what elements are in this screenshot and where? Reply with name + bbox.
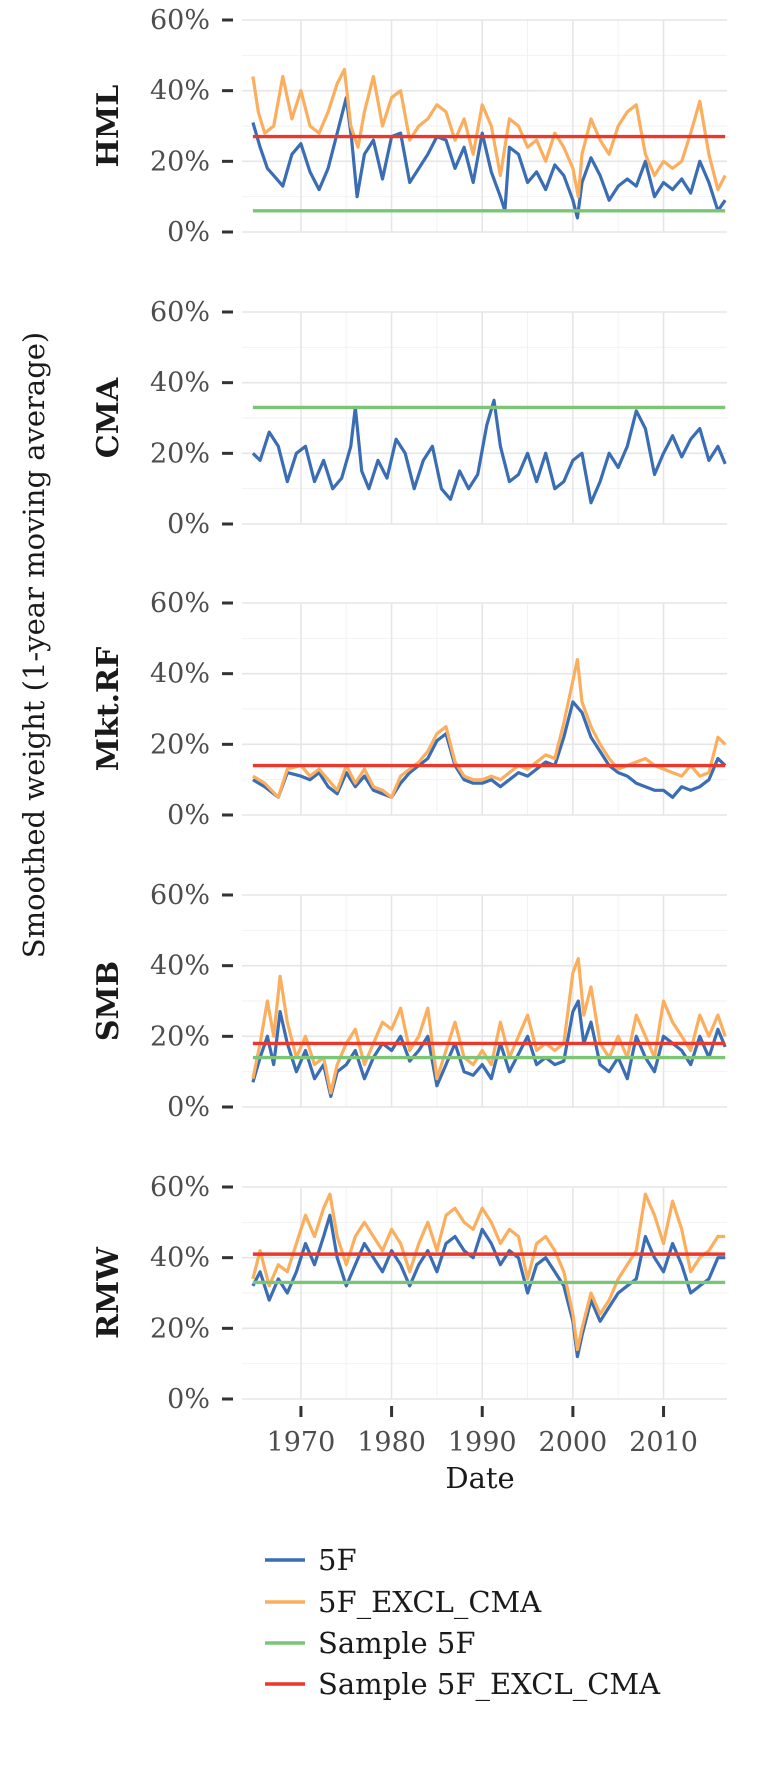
panel-label: HML xyxy=(91,85,126,168)
legend-label: 5F xyxy=(318,1543,357,1577)
y-tick-label: 0% xyxy=(167,217,210,248)
panel-hml: 0% 20% 40% 60% HML xyxy=(91,5,727,248)
panel-smb: 0% 20% 40% 60% SMB xyxy=(91,880,727,1123)
legend-label: Sample 5F_EXCL_CMA xyxy=(318,1667,661,1702)
y-tick-label: 60% xyxy=(150,5,210,36)
panel-label: Mkt.RF xyxy=(91,647,126,772)
legend-item: Sample 5F xyxy=(265,1626,475,1660)
legend-item: 5F_EXCL_CMA xyxy=(265,1585,542,1620)
y-tick-label: 20% xyxy=(150,146,210,177)
x-axis: 1970 1980 1990 2000 2010 xyxy=(267,1406,698,1458)
y-tick-label: 60% xyxy=(150,1172,210,1203)
y-tick-label: 20% xyxy=(150,729,210,760)
y-tick-label: 60% xyxy=(150,588,210,619)
panel-label: CMA xyxy=(91,377,126,458)
panel-cma: 0% 20% 40% 60% CMA xyxy=(91,297,727,540)
y-tick-label: 20% xyxy=(150,438,210,469)
series-line-5f xyxy=(252,700,727,799)
y-axis-title: Smoothed weight (1-year moving average) xyxy=(17,332,51,959)
panel-label: RMW xyxy=(91,1246,126,1339)
panel-label: SMB xyxy=(91,961,126,1041)
x-axis-title: Date xyxy=(445,1461,514,1495)
series-line-5f-excl-cma xyxy=(251,67,727,199)
y-tick-label: 0% xyxy=(167,1092,210,1123)
y-tick-label: 60% xyxy=(150,880,210,911)
y-tick-label: 60% xyxy=(150,297,210,328)
y-tick-label: 40% xyxy=(150,76,210,107)
y-tick-label: 0% xyxy=(167,800,210,831)
y-tick-label: 20% xyxy=(150,1021,210,1052)
series-line-5f xyxy=(251,1213,726,1359)
legend-item: 5F xyxy=(265,1543,357,1577)
x-tick-label: 2000 xyxy=(539,1427,608,1458)
y-tick-label: 20% xyxy=(150,1313,210,1344)
y-tick-label: 40% xyxy=(150,1243,210,1274)
x-tick-label: 1980 xyxy=(357,1427,426,1458)
panels: 0% 20% 40% 60% HML 0% 20% 40% 60% CMA 0% 20% 40% 60% M… xyxy=(91,5,727,1415)
legend-label: Sample 5F xyxy=(318,1626,475,1660)
series-line-5f-excl-cma xyxy=(251,1192,726,1352)
panel-mkt-rf: 0% 20% 40% 60% Mkt.RF xyxy=(91,588,727,831)
y-tick-label: 0% xyxy=(167,1384,210,1415)
x-tick-label: 1990 xyxy=(448,1427,517,1458)
series-line-5f xyxy=(251,96,727,220)
legend-item: Sample 5F_EXCL_CMA xyxy=(265,1667,661,1702)
y-tick-label: 40% xyxy=(150,951,210,982)
panel-rmw: 0% 20% 40% 60% RMW xyxy=(91,1172,727,1415)
y-tick-label: 40% xyxy=(150,368,210,399)
series-line-5f xyxy=(251,398,727,505)
x-tick-label: 1970 xyxy=(267,1427,336,1458)
legend: 5F 5F_EXCL_CMA Sample 5F Sample 5F_EXCL_CMA xyxy=(265,1543,661,1702)
x-tick-label: 2010 xyxy=(629,1427,698,1458)
y-tick-label: 40% xyxy=(150,659,210,690)
series-line-5f-excl-cma xyxy=(252,657,727,799)
legend-label: 5F_EXCL_CMA xyxy=(318,1585,542,1620)
y-tick-label: 0% xyxy=(167,509,210,540)
